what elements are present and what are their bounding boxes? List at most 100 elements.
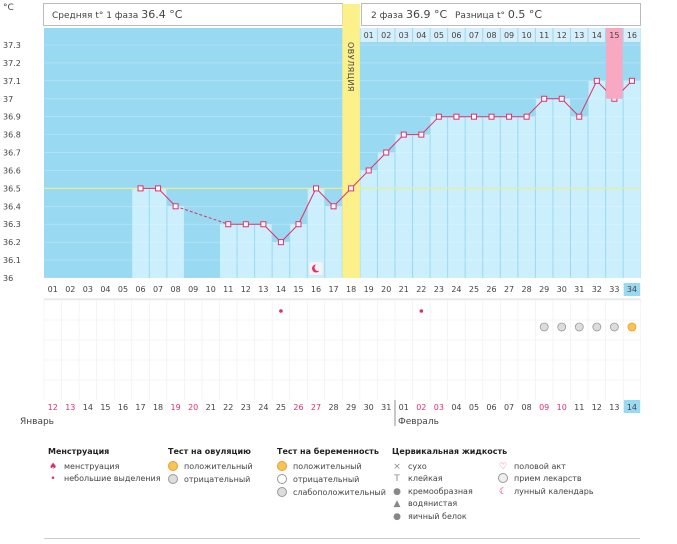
temperature-point xyxy=(593,77,600,84)
temperature-point xyxy=(576,113,583,120)
calendar-date-label: 12 xyxy=(592,403,602,412)
calendar-date-label: 10 xyxy=(557,403,567,412)
cycle-day-label: 20 xyxy=(381,285,391,294)
pregnancy-test-positive-icon xyxy=(627,322,637,332)
temperature-point xyxy=(155,185,162,192)
y-tick-label: 36.9 xyxy=(3,113,21,122)
cycle-day-label: 30 xyxy=(557,285,567,294)
cycle-day-label: 10 xyxy=(206,285,216,294)
y-tick-label: 37.1 xyxy=(3,77,21,86)
calendar-date-label: 28 xyxy=(328,403,338,412)
eggwhite-icon: ● xyxy=(393,511,401,522)
cycle-day-label: 18 xyxy=(346,285,356,294)
legend-item: отрицательный xyxy=(277,473,386,487)
test-positive-icon xyxy=(277,460,287,471)
legend-title: Тест на беременность xyxy=(277,447,379,456)
calendar-date-label: 04 xyxy=(451,403,461,412)
post-ovulation-day-label: 12 xyxy=(557,31,567,40)
post-ovulation-day-label: 03 xyxy=(399,31,409,40)
drop-icon: • xyxy=(50,474,56,485)
calendar-date-label: 22 xyxy=(223,403,233,412)
temperature-bar xyxy=(290,224,307,278)
calendar-date-label: 05 xyxy=(469,403,479,412)
legend-label: лунный календарь xyxy=(514,487,594,496)
temperature-point xyxy=(260,221,267,228)
calendar-date-label: 18 xyxy=(153,403,163,412)
temperature-point xyxy=(313,185,320,192)
y-tick-label: 36.3 xyxy=(3,220,21,229)
pill-icon xyxy=(498,473,508,483)
legend-title xyxy=(498,446,594,459)
post-ovulation-day-cell xyxy=(413,28,430,42)
legend-item: ● кремообразная xyxy=(392,486,507,499)
legend-label: отрицательный xyxy=(293,474,360,484)
calendar-date-label: 23 xyxy=(241,403,251,412)
legend-item: положительный xyxy=(277,460,386,474)
cycle-day-label: 17 xyxy=(328,285,338,294)
calendar-date-label: 27 xyxy=(311,403,321,412)
cycle-day-label: 08 xyxy=(171,285,181,294)
calendar-date-label: 17 xyxy=(135,403,145,412)
pregnancy-test-weak-icon xyxy=(592,322,602,332)
cycle-day-label: 23 xyxy=(434,285,444,294)
y-tick-label: 36.2 xyxy=(3,238,21,247)
post-ovulation-day-cell xyxy=(395,28,413,42)
calendar-date-label: 07 xyxy=(504,403,514,412)
cycle-day-label: 12 xyxy=(241,285,251,294)
cycle-day-label: 01 xyxy=(48,285,58,294)
legend-item: слабоположительный xyxy=(277,486,386,500)
ovulation-column xyxy=(342,4,360,278)
post-ovulation-day-label: 05 xyxy=(434,31,444,40)
legend-item: ▲ водянистая xyxy=(392,498,507,511)
phase2-text: 2 фаза 36.9 °C xyxy=(371,8,447,21)
temperature-bar xyxy=(413,134,430,278)
post-ovulation-day-label: 02 xyxy=(381,31,391,40)
test-weak-icon xyxy=(277,486,287,497)
temperature-point xyxy=(400,131,407,138)
y-tick-label: 36.7 xyxy=(3,149,21,158)
legend-menstruation: Менструация ♠ менструация • небольшие выде… xyxy=(48,446,161,486)
cycle-day-label: 33 xyxy=(609,285,619,294)
pregnancy-test-weak-icon xyxy=(574,322,584,332)
calendar-date-label: 21 xyxy=(206,403,216,412)
temperature-point xyxy=(541,95,548,102)
post-ovulation-day-cell xyxy=(518,28,535,42)
legend-ovulation-test: Тест на овуляцию положительный отрицател… xyxy=(168,446,253,487)
calendar-date-label: 31 xyxy=(381,403,391,412)
temperature-bar xyxy=(448,116,465,278)
temperature-point xyxy=(330,203,337,210)
sun-icon xyxy=(168,460,178,471)
bbt-chart: Средняя t° 1 фаза 36.4 °C 2 фаза 36.9 °C… xyxy=(3,3,642,427)
temperature-point xyxy=(628,77,635,84)
calendar-date-label: 08 xyxy=(522,403,532,412)
legend-item: ♡ половой акт xyxy=(498,461,594,474)
cycle-day-label: 27 xyxy=(504,285,514,294)
temperature-point xyxy=(383,149,390,156)
legend-item: прием лекарств xyxy=(498,473,594,486)
y-tick-label: 37.2 xyxy=(3,59,21,68)
cycle-day-label: 16 xyxy=(311,285,321,294)
legend-label: клейкая xyxy=(408,474,443,483)
calendar-date-label: 19 xyxy=(171,403,181,412)
phase2-box xyxy=(361,3,641,26)
pregnancy-test-weak-icon xyxy=(609,322,619,332)
temperature-bar xyxy=(377,152,395,278)
month-right-label: Февраль xyxy=(398,417,439,427)
temperature-bar xyxy=(237,224,255,278)
post-ovulation-day-label: 04 xyxy=(416,31,426,40)
temperature-point xyxy=(277,239,284,246)
cycle-day-label: 21 xyxy=(399,285,409,294)
cycle-day-label: 31 xyxy=(574,285,584,294)
calendar-date-label: 25 xyxy=(276,403,286,412)
cycle-day-label: 13 xyxy=(258,285,268,294)
heart-icon: ♡ xyxy=(498,461,508,472)
moon-icon: ☾ xyxy=(498,487,508,498)
legend-item: ● яичный белок xyxy=(392,511,507,524)
calendar-date-label: 02 xyxy=(416,403,426,412)
temperature-line-segment xyxy=(175,205,229,225)
legend-label: водянистая xyxy=(408,499,458,508)
y-tick-label: 36.8 xyxy=(3,131,21,140)
temperature-bar xyxy=(518,116,535,278)
calendar-date-label: 01 xyxy=(399,403,409,412)
